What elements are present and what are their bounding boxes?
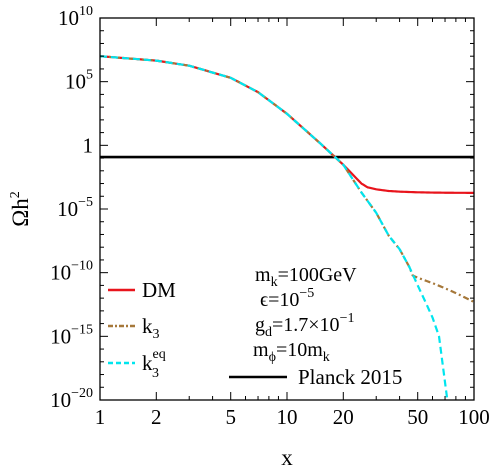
legend-label-planck: Planck 2015 [298,365,402,389]
legend-label-0: DM [142,278,176,302]
annotation-gd: gd=1.7×10−1 [255,311,354,340]
y-tick-label: 1010 [58,4,93,30]
series-layer [100,55,474,400]
x-tick-labels: 1 2 5 10 20 50 100 [95,405,490,429]
x-tick-label: 1 [95,405,106,429]
y-tick-label: 10−15 [50,322,93,348]
x-tick-label: 20 [333,405,354,429]
ticks-layer [99,17,475,401]
annotation-eps: ϵ=10−5 [260,286,314,311]
y-tick-label: 10−20 [50,386,93,412]
series-line-2 [100,55,449,400]
x-tick-label: 5 [225,405,236,429]
y-tick-label: 10−5 [57,195,93,221]
legend-label-2: keq 3 [142,347,166,381]
x-tick-label: 2 [151,405,162,429]
legend: DM k3 keq 3 Planck 2015 [108,278,402,389]
y-axis-title: Ωh2 [8,191,33,227]
annotation-mk: mk=100GeV [255,264,357,290]
y-tick-label: 10−10 [50,259,93,285]
annotation-mphi: mϕ=10mk [253,339,330,365]
x-axis-title: x [281,445,293,470]
x-tick-label: 100 [458,405,490,429]
series-line-0 [100,55,474,194]
y-tick-labels: 1010 105 1 10−5 10−10 10−15 10−20 [50,4,93,412]
legend-label-1: k3 [142,314,160,342]
y-tick-label: 105 [65,68,93,94]
x-tick-label: 50 [407,405,428,429]
x-tick-label: 10 [277,405,298,429]
y-tick-label: 1 [83,133,94,157]
